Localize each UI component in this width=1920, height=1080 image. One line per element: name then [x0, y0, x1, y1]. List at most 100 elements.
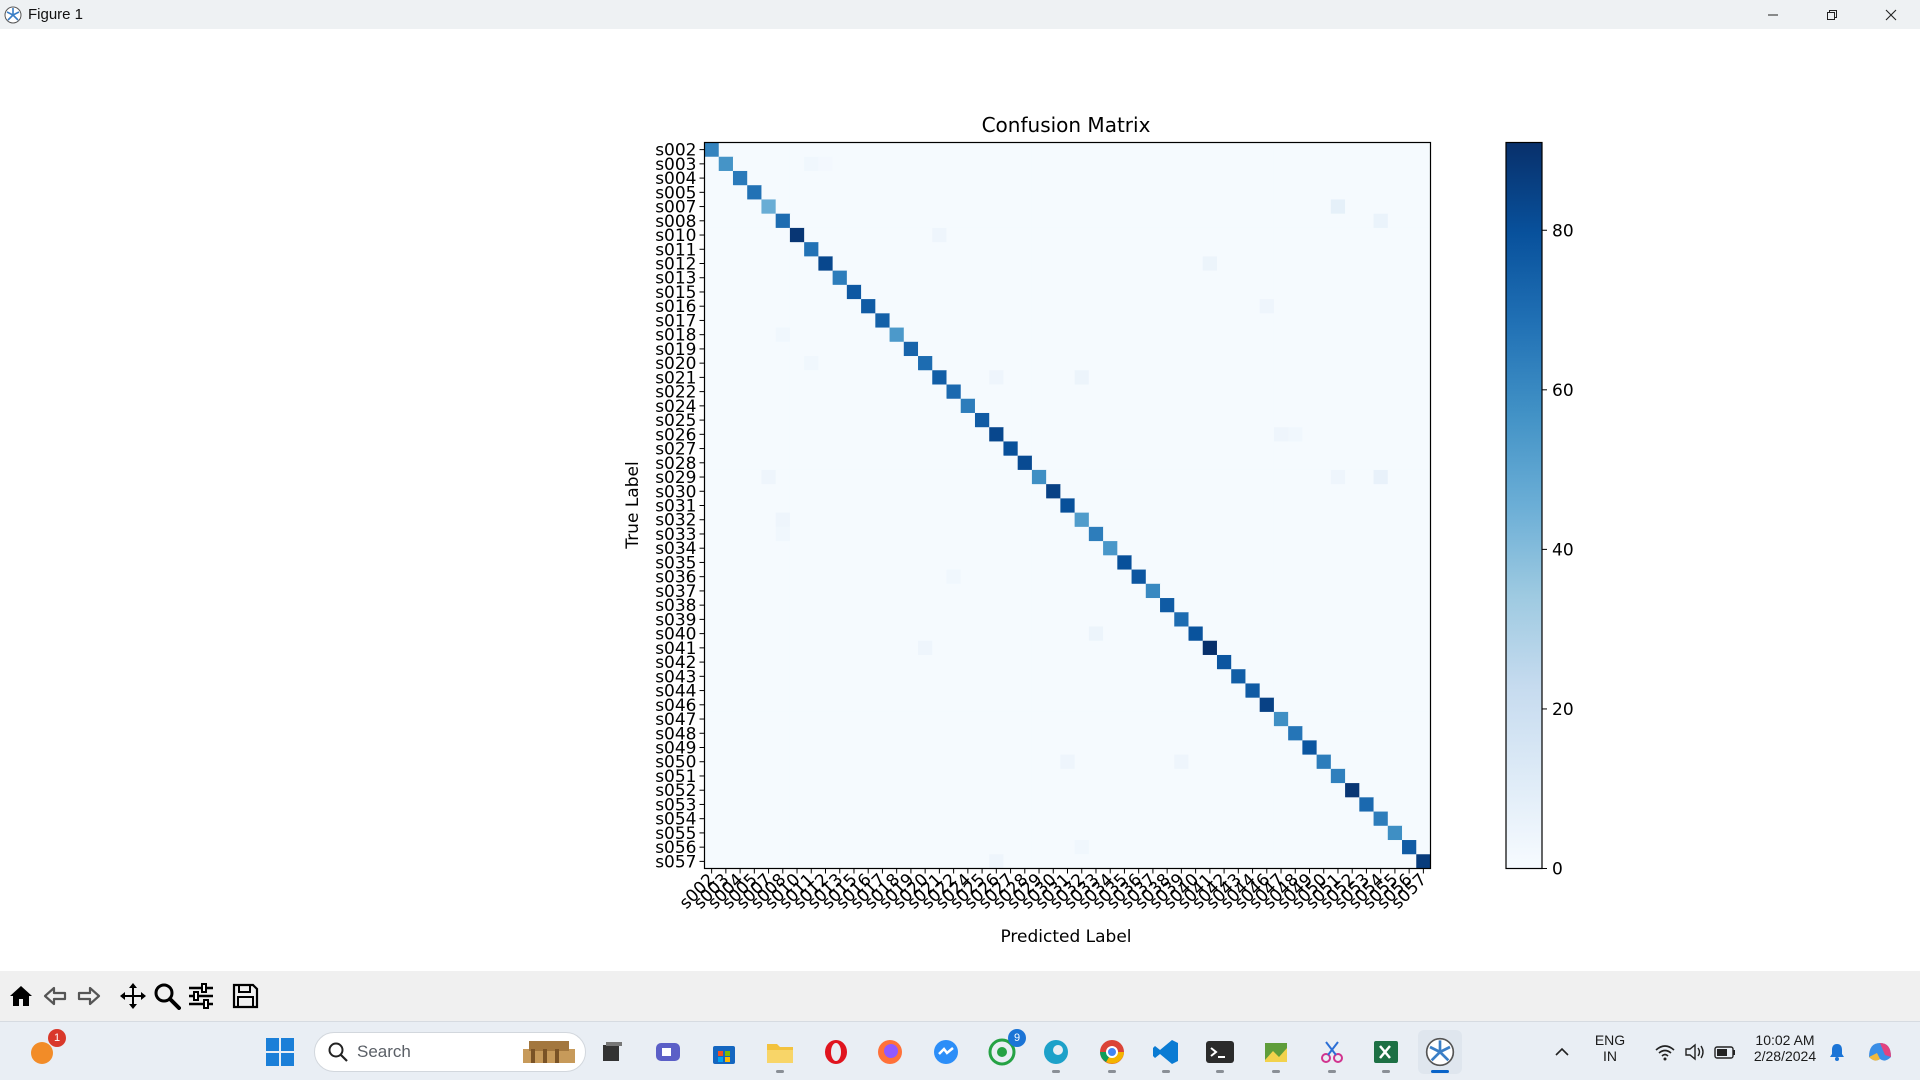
- matrix-cell: [1131, 711, 1147, 727]
- wifi-status[interactable]: [1650, 1030, 1680, 1074]
- taskbar-edge[interactable]: [1034, 1030, 1078, 1074]
- matrix-cell: [1031, 740, 1047, 756]
- matrix-cell: [1330, 284, 1346, 300]
- minimize-button[interactable]: [1743, 0, 1802, 29]
- matrix-cell: [775, 156, 791, 172]
- matrix-cell: [1330, 256, 1346, 272]
- matrix-cell: [1387, 569, 1403, 585]
- matrix-cell: [1060, 811, 1076, 827]
- matrix-cell: [775, 697, 791, 713]
- taskbar-app-blue[interactable]: [924, 1030, 968, 1074]
- matrix-cell: [989, 541, 1004, 556]
- matrix-cell: [1046, 840, 1061, 855]
- matrix-cell: [1031, 441, 1047, 457]
- matrix-cell: [1174, 526, 1189, 542]
- matrix-cell: [1060, 213, 1076, 229]
- matrix-cell: [1273, 825, 1289, 841]
- matrix-cell: [775, 583, 791, 599]
- matrix-cell: [1387, 768, 1403, 784]
- language-indicator[interactable]: ENG IN: [1585, 1032, 1635, 1064]
- battery-status[interactable]: [1710, 1030, 1740, 1074]
- taskbar-image-app[interactable]: [1254, 1030, 1298, 1074]
- matrix-cell: [732, 583, 748, 599]
- configure-subplots-button[interactable]: [184, 979, 218, 1013]
- taskbar-file-explorer[interactable]: [758, 1030, 802, 1074]
- pan-button[interactable]: [116, 979, 150, 1013]
- taskbar-chrome[interactable]: [1090, 1030, 1134, 1074]
- taskbar-whatsapp[interactable]: 9: [980, 1029, 1026, 1074]
- matrix-cell: [1117, 142, 1132, 158]
- matrix-cell: [1245, 683, 1261, 699]
- matrix-cell: [1031, 654, 1047, 670]
- matrix-cell: [1003, 854, 1019, 869]
- matrix-cell: [1302, 598, 1318, 613]
- matrix-cell: [903, 484, 919, 499]
- matrix-cell: [1316, 626, 1332, 642]
- matrix-cell: [1160, 185, 1175, 200]
- zoom-button[interactable]: [150, 979, 184, 1013]
- matrix-cell: [1231, 498, 1246, 514]
- matrix-cell: [875, 142, 890, 158]
- matrix-cell: [1060, 583, 1076, 599]
- taskbar-terminal[interactable]: [1198, 1030, 1242, 1074]
- taskbar-excel[interactable]: [1364, 1030, 1408, 1074]
- clock[interactable]: 10:02 AM 2/28/2024: [1740, 1032, 1830, 1064]
- save-button[interactable]: [228, 979, 262, 1013]
- matrix-cell: [775, 341, 791, 357]
- volume-status[interactable]: [1680, 1030, 1710, 1074]
- matrix-cell: [1202, 626, 1218, 642]
- matrix-cell: [1345, 825, 1360, 841]
- matrix-cell: [1345, 299, 1360, 314]
- matrix-cell: [775, 213, 791, 229]
- matrix-cell: [1060, 455, 1076, 471]
- matrix-cell: [804, 726, 819, 741]
- notifications-button[interactable]: [1822, 1030, 1852, 1074]
- restore-button[interactable]: [1802, 0, 1861, 29]
- show-hidden-icons-button[interactable]: [1540, 1030, 1584, 1074]
- matrix-cell: [1074, 768, 1090, 784]
- matrix-cell: [1188, 541, 1204, 556]
- taskbar-firefox[interactable]: [868, 1030, 912, 1074]
- matrix-cell: [846, 697, 862, 713]
- back-button[interactable]: [38, 979, 72, 1013]
- matrix-cell: [1288, 612, 1303, 627]
- matrix-cell: [732, 370, 748, 385]
- matrix-cell: [1174, 185, 1189, 200]
- y-tick-label: s005: [655, 183, 696, 203]
- matrix-cell: [1131, 526, 1147, 542]
- home-button[interactable]: [4, 979, 38, 1013]
- matrix-cell: [946, 583, 962, 599]
- taskbar-vscode[interactable]: [1144, 1030, 1188, 1074]
- copilot-button[interactable]: [1858, 1030, 1902, 1074]
- forward-button[interactable]: [72, 979, 106, 1013]
- matrix-cell: [1131, 270, 1147, 286]
- taskbar-matplotlib-figure[interactable]: [1418, 1030, 1462, 1074]
- y-tick-label: s036: [655, 568, 696, 588]
- taskbar-meet-app[interactable]: [646, 1030, 690, 1074]
- matrix-cell: [1088, 156, 1104, 172]
- restore-icon: [1826, 9, 1837, 20]
- taskbar-search[interactable]: Search: [314, 1032, 586, 1072]
- matrix-cell: [1003, 341, 1019, 357]
- matrix-cell: [1387, 726, 1403, 741]
- matrix-cell: [1387, 854, 1403, 869]
- matrix-cell: [761, 242, 777, 257]
- taskbar-opera[interactable]: [814, 1030, 858, 1074]
- start-button[interactable]: [258, 1030, 302, 1074]
- matrix-cell: [1160, 583, 1175, 599]
- matrix-cell: [1117, 199, 1132, 215]
- matrix-cell: [875, 612, 890, 627]
- matrix-cell: [1103, 142, 1118, 158]
- matrix-cell: [861, 370, 876, 385]
- matrix-cell: [946, 526, 962, 542]
- matrix-cell: [1416, 669, 1431, 684]
- task-view-button[interactable]: [590, 1030, 634, 1074]
- close-button[interactable]: [1861, 0, 1920, 29]
- taskbar-widget-button[interactable]: 1: [20, 1029, 66, 1074]
- matrix-cell: [1288, 811, 1303, 827]
- matrix-cell: [1231, 199, 1246, 215]
- taskbar-store-app[interactable]: [702, 1030, 746, 1074]
- matrix-cell: [1017, 526, 1033, 542]
- matrix-cell: [1416, 356, 1431, 371]
- taskbar-snipping-tool[interactable]: [1310, 1030, 1354, 1074]
